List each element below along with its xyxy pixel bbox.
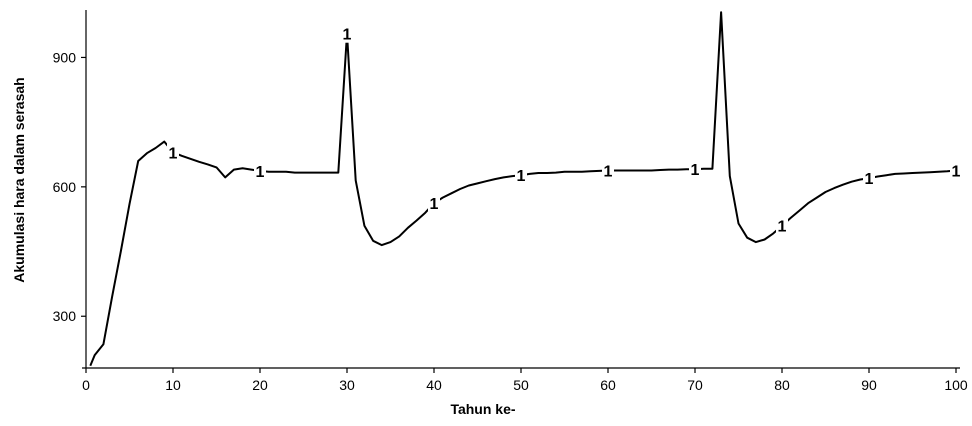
x-tick-label: 20 xyxy=(252,377,268,393)
y-tick-label: 600 xyxy=(53,179,77,195)
marker-knockout xyxy=(515,166,527,185)
x-tick-label: 60 xyxy=(600,377,616,393)
x-tick-label: 30 xyxy=(339,377,355,393)
marker-layer: 1 1 1 1 1 1 1 1 1 1 xyxy=(167,24,962,236)
marker-knockout xyxy=(254,161,266,180)
y-axis-title: Akumulasi hara dalam serasah xyxy=(11,77,27,282)
marker-knockout xyxy=(341,24,353,43)
y-tick-label: 900 xyxy=(53,49,77,65)
series-marker-label: 1 xyxy=(604,163,613,180)
series-marker-label: 1 xyxy=(430,196,439,213)
x-tick-label: 50 xyxy=(513,377,529,393)
series-marker-label: 1 xyxy=(169,145,178,162)
marker-knockout xyxy=(863,169,875,188)
x-tick-label: 70 xyxy=(687,377,703,393)
series-marker-label: 1 xyxy=(691,162,700,179)
x-tick-label: 90 xyxy=(861,377,877,393)
series-layer xyxy=(89,11,957,367)
x-tick-label: 10 xyxy=(165,377,181,393)
series-marker-label: 1 xyxy=(778,219,787,236)
x-tick-label: 0 xyxy=(82,377,90,393)
marker-knockout xyxy=(689,160,701,179)
series-marker-label: 1 xyxy=(256,164,265,181)
series-marker-label: 1 xyxy=(865,171,874,188)
series-marker-label: 1 xyxy=(343,27,352,44)
x-axis-title: Tahun ke- xyxy=(450,401,515,417)
x-tick-label: 40 xyxy=(426,377,442,393)
series-marker-label: 1 xyxy=(952,163,961,180)
marker-knockout xyxy=(428,194,440,213)
marker-knockout xyxy=(167,143,179,162)
axes: 0 10 20 30 40 50 60 70 80 90 100 300 600 900 xyxy=(53,10,968,393)
series-line xyxy=(89,11,957,367)
marker-knockout xyxy=(602,161,614,180)
x-tick-label: 80 xyxy=(774,377,790,393)
y-tick-label: 300 xyxy=(53,308,77,324)
marker-knockout xyxy=(950,161,962,180)
marker-knockout xyxy=(776,216,788,235)
series-marker-label: 1 xyxy=(517,168,526,185)
x-tick-label: 100 xyxy=(944,377,968,393)
